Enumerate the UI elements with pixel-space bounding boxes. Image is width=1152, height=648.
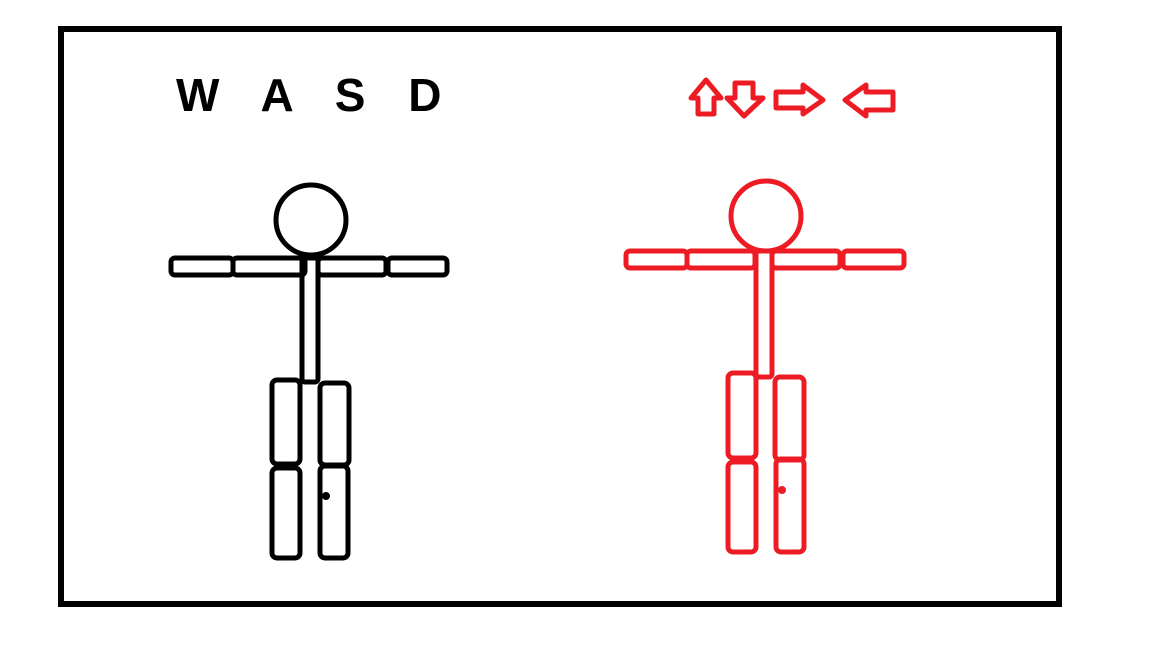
player2-knee-dot <box>778 486 786 494</box>
arrow-right-icon <box>773 82 826 117</box>
player2-shin-left <box>725 459 759 555</box>
player1-arm-left-outer <box>168 255 236 278</box>
game-frame <box>58 26 1062 607</box>
player1-torso <box>299 255 321 385</box>
player1-thigh-right <box>317 380 352 468</box>
player1-character <box>168 182 450 561</box>
player1-arm-right-inner <box>315 255 389 278</box>
player2-thigh-right <box>772 374 807 463</box>
player1-arm-right-outer <box>385 255 450 278</box>
player2-character <box>623 178 907 555</box>
arrow-down-icon <box>724 80 766 119</box>
player1-controls-label: W A S D <box>176 69 457 121</box>
player1-thigh-left <box>269 377 303 467</box>
player1-head <box>273 182 349 258</box>
player1-arm-left-inner <box>230 255 308 278</box>
player2-arm-right-outer <box>840 248 907 271</box>
player2-shin-right <box>773 456 807 555</box>
player2-controls <box>688 77 896 119</box>
player1-shin-left <box>269 465 303 561</box>
player2-arm-left-outer <box>623 248 690 271</box>
player2-arm-left-inner <box>684 248 758 271</box>
arrow-left-icon <box>842 82 896 119</box>
player2-thigh-left <box>725 370 759 461</box>
player2-torso <box>753 248 775 380</box>
player2-head <box>728 178 804 254</box>
player2-arm-right-inner <box>769 248 843 271</box>
player1-knee-dot <box>322 492 330 500</box>
player1-shin-right <box>317 463 351 561</box>
arrow-up-icon <box>688 77 724 117</box>
